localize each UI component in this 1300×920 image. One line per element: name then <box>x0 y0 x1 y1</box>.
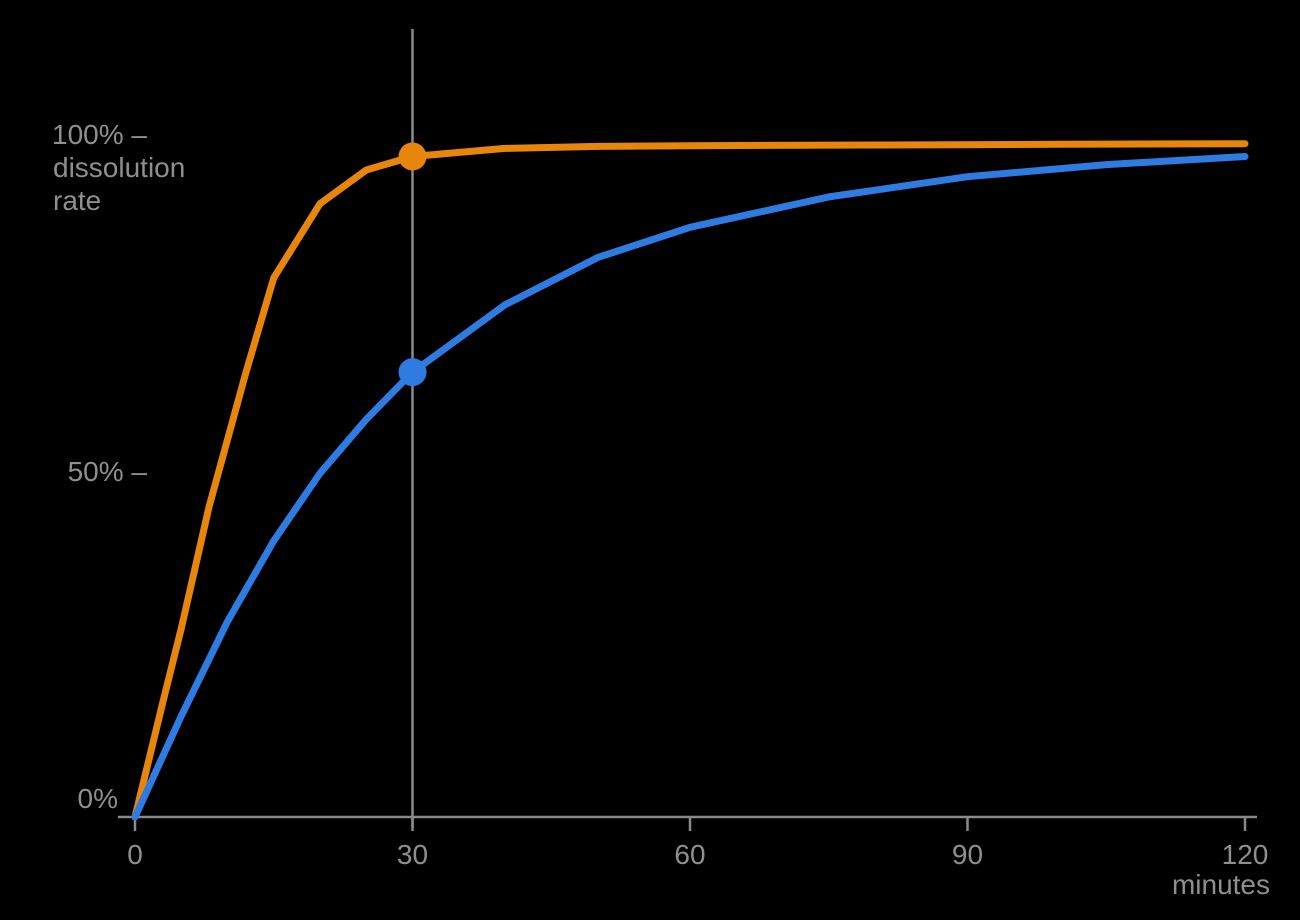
x-axis-tick-labels: 0 30 60 90 120 <box>127 839 1268 870</box>
y-tick-label-0: 0% <box>78 783 118 814</box>
y-axis-title-line2: rate <box>53 185 101 216</box>
x-tick-label-30: 30 <box>397 839 428 870</box>
orange-series-marker-30min <box>398 142 427 171</box>
y-axis-title-line1: dissolution <box>53 152 185 183</box>
x-tick-label-0: 0 <box>127 839 143 870</box>
blue-series-curve <box>131 153 1249 821</box>
x-axis-unit-label: minutes <box>1172 869 1270 900</box>
x-tick-label-120: 120 <box>1222 839 1269 870</box>
x-axis-ticks <box>133 817 1247 831</box>
series-curves <box>131 140 1249 821</box>
blue-series-marker-30min <box>398 358 427 387</box>
x-tick-label-60: 60 <box>674 839 705 870</box>
y-tick-label-50: 50% – <box>68 456 148 487</box>
orange-series-curve <box>131 140 1249 821</box>
y-tick-label-100: 100% – <box>52 119 147 150</box>
x-tick-label-90: 90 <box>952 839 983 870</box>
